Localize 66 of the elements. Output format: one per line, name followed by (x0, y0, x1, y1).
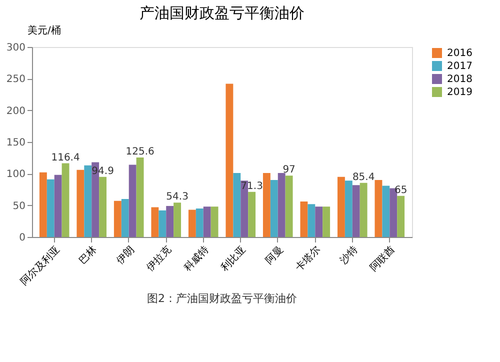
y-tick-label: 100 (6, 169, 26, 180)
y-axis-title: 美元/桶 (28, 24, 61, 36)
bar (136, 157, 144, 237)
legend-label: 2017 (447, 61, 472, 72)
bar (99, 176, 107, 237)
caption: 图2：产油国财政盈亏平衡油价 (147, 292, 297, 305)
y-tick-label: 200 (6, 106, 26, 117)
bar (344, 180, 352, 237)
legend-label: 2016 (447, 48, 472, 59)
bar (203, 206, 211, 237)
bar (382, 186, 390, 237)
bar (337, 176, 345, 237)
bar (210, 206, 218, 237)
bar (397, 196, 405, 237)
x-tick-label: 阿尔及利亚 (18, 244, 62, 288)
y-tick-label: 50 (12, 200, 26, 212)
bar (248, 192, 256, 237)
bar (62, 163, 70, 237)
bar (315, 206, 323, 237)
data-label: 85.4 (352, 172, 375, 183)
bar (174, 202, 182, 237)
y-tick-label: 250 (6, 74, 26, 86)
x-tick-label: 阿曼 (264, 244, 286, 266)
bar (308, 204, 316, 237)
x-tick-label: 科威特 (181, 244, 212, 274)
bar (233, 173, 241, 237)
bar (46, 179, 54, 237)
y-tick-label: 150 (6, 138, 26, 148)
bar (300, 202, 308, 237)
bar (158, 210, 166, 237)
bar (285, 176, 293, 237)
bar (76, 170, 84, 237)
data-label: 54.3 (166, 192, 188, 203)
bar (121, 199, 129, 237)
bar (188, 210, 196, 237)
bar (374, 180, 382, 237)
bar (226, 84, 234, 237)
x-tick-label: 伊朗 (114, 244, 137, 266)
data-label: 125.6 (126, 146, 154, 158)
bar (84, 165, 92, 237)
chart-title: 产油国财政盈亏平衡油价 (140, 4, 304, 22)
bar (39, 172, 47, 237)
data-label: 116.4 (51, 152, 80, 164)
x-tick-label: 利比亚 (218, 244, 248, 274)
bar (270, 180, 278, 237)
bar (278, 173, 286, 237)
x-tick-label: 沙特 (338, 244, 360, 266)
bar (352, 185, 360, 237)
bar (360, 182, 368, 237)
y-tick-label: 0 (19, 232, 26, 244)
bar (151, 207, 159, 237)
legend-label: 2018 (447, 74, 472, 85)
bar (262, 173, 270, 237)
x-tick-label: 阿联酋 (368, 244, 398, 274)
bar (128, 164, 136, 237)
bar (196, 208, 204, 237)
x-tick-label: 伊拉克 (144, 244, 174, 274)
y-tick-label: 300 (6, 42, 26, 54)
data-label: 97 (282, 164, 296, 176)
bar (322, 206, 330, 237)
bar (114, 200, 122, 237)
bar (54, 174, 62, 237)
x-tick-label: 卡塔尔 (293, 244, 323, 274)
bar (166, 206, 174, 237)
legend-label: 2019 (447, 87, 472, 98)
x-tick-label: 巴林 (76, 244, 100, 266)
